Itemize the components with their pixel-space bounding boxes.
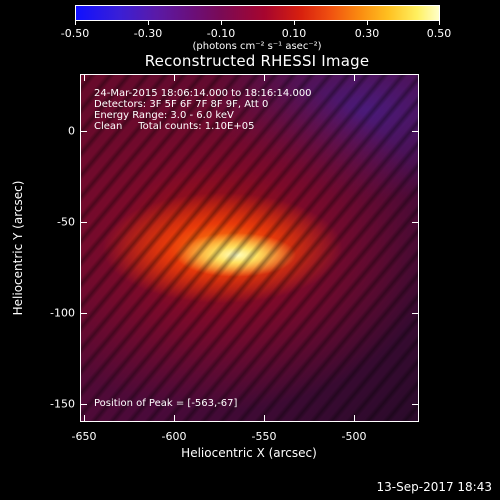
colorbar-tick-label: -0.10 <box>206 27 236 40</box>
colorbar-tick <box>439 21 440 25</box>
y-tick <box>80 404 87 405</box>
y-tick <box>412 404 419 405</box>
plot-title: Reconstructed RHESSI Image <box>144 52 370 70</box>
colorbar-tick-label: 0.50 <box>426 27 452 40</box>
colorbar-tick <box>294 21 295 25</box>
y-tick-label: -150 <box>50 397 75 411</box>
y-tick-label: 0 <box>68 124 75 138</box>
detectors-annotation: Detectors: 3F 5F 6F 7F 8F 9F, Att 0 <box>94 99 269 110</box>
colorbar-tick-label: -0.30 <box>133 27 163 40</box>
colorbar-tick-label: -0.50 <box>60 27 90 40</box>
x-tick <box>354 415 355 422</box>
y-tick <box>412 222 419 223</box>
peak-position-annotation: Position of Peak = [-563,-67] <box>94 398 238 409</box>
x-tick-label: -600 <box>161 430 187 443</box>
rhessi-image <box>80 74 419 422</box>
x-tick <box>174 415 175 422</box>
x-tick <box>84 74 85 81</box>
colorbar-tick <box>221 21 222 25</box>
colorbar-tick <box>367 21 368 25</box>
x-tick-label: -550 <box>251 430 277 443</box>
colorbar-tick <box>75 21 76 25</box>
plot-timestamp: 13-Sep-2017 18:43 <box>376 480 492 494</box>
x-axis-title: Heliocentric X (arcsec) <box>181 446 317 460</box>
colorbar-tick-label: 0.10 <box>281 27 307 40</box>
colorbar-tick-label: 0.30 <box>354 27 380 40</box>
x-tick <box>174 74 175 81</box>
x-tick-label: -650 <box>71 430 97 443</box>
y-tick <box>80 131 87 132</box>
y-axis-title: Heliocentric Y (arcsec) <box>11 180 25 316</box>
y-tick <box>412 313 419 314</box>
y-tick <box>80 313 87 314</box>
colorbar-units: (photons cm⁻² s⁻¹ asec⁻²) <box>192 41 322 52</box>
time-range-annotation: 24-Mar-2015 18:06:14.000 to 18:16:14.000 <box>94 88 312 99</box>
energy-range-annotation: Energy Range: 3.0 - 6.0 keV <box>94 110 234 121</box>
x-tick <box>354 74 355 81</box>
x-tick <box>264 415 265 422</box>
colorbar-tick <box>148 21 149 25</box>
colorbar <box>75 5 440 21</box>
x-tick <box>84 415 85 422</box>
x-tick-label: -500 <box>341 430 367 443</box>
y-tick <box>412 131 419 132</box>
y-tick-label: -100 <box>50 306 75 320</box>
y-tick <box>80 222 87 223</box>
x-tick <box>264 74 265 81</box>
clean-counts-annotation: Clean Total counts: 1.10E+05 <box>94 121 255 132</box>
y-tick-label: -50 <box>57 215 75 229</box>
